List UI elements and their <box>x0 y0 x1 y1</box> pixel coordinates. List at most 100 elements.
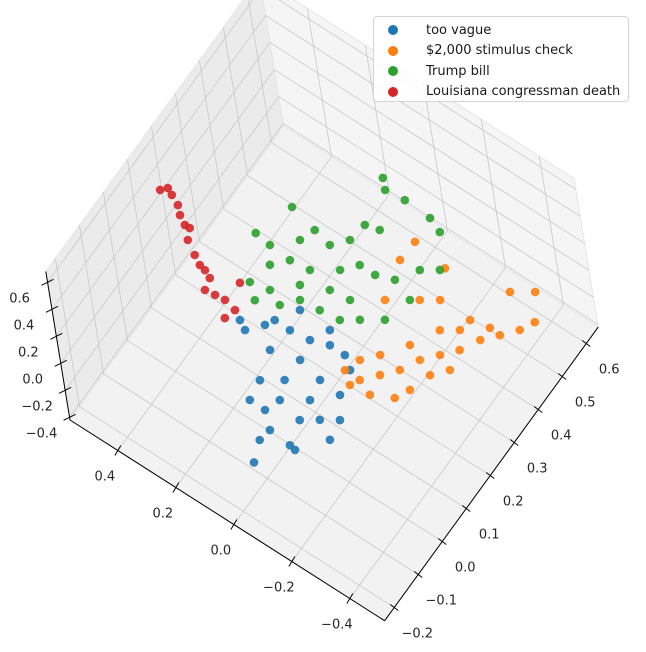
legend-label: Trump bill <box>426 63 490 79</box>
data-point <box>340 365 350 375</box>
data-point <box>325 340 335 350</box>
data-point <box>249 458 259 467</box>
data-point <box>200 265 210 275</box>
legend-label: Louisiana congressman death <box>426 84 621 100</box>
data-point <box>290 445 300 455</box>
y-tick-label: −0.1 <box>425 594 457 609</box>
gridlines <box>47 0 599 608</box>
gridline <box>175 93 200 242</box>
y-axis-line <box>384 326 599 622</box>
data-point <box>445 365 455 375</box>
data-point <box>515 325 524 335</box>
series--2-000-stimulus-check <box>340 237 540 403</box>
data-point <box>355 260 365 270</box>
legend-item: Trump bill <box>384 61 628 82</box>
gridline <box>364 45 390 194</box>
data-point <box>235 315 245 325</box>
series-louisiana-congressman-death <box>155 183 245 323</box>
legend-marker-icon <box>388 86 398 97</box>
data-point <box>375 225 385 235</box>
y-tick-label: 0.0 <box>455 561 476 576</box>
z-tick-mark <box>54 359 67 367</box>
data-point <box>315 415 325 425</box>
gridline <box>79 406 395 608</box>
data-point <box>375 370 385 380</box>
data-point <box>380 185 390 195</box>
x-tick-mark <box>172 482 180 493</box>
gridline <box>480 119 506 268</box>
data-point <box>495 330 505 340</box>
tick-labels: 0.4 0.2 0.0 −0.2 −0.4 −0.2 −0.1 0.0 0.1 0.2 0.3 0.4… <box>9 278 620 642</box>
data-point <box>260 320 270 330</box>
data-point <box>370 270 380 280</box>
data-point <box>250 295 260 305</box>
data-point <box>365 390 375 400</box>
y-tick-mark <box>557 373 567 380</box>
data-point <box>375 350 385 360</box>
data-point <box>245 395 255 405</box>
data-point <box>335 415 345 425</box>
data-point <box>285 325 295 335</box>
z-tick-mark <box>45 305 59 313</box>
gridline <box>265 15 581 217</box>
data-point <box>415 355 425 365</box>
data-point <box>435 265 445 275</box>
data-point <box>240 325 250 335</box>
data-point <box>235 278 245 288</box>
gridline <box>69 123 284 418</box>
gridline <box>151 126 176 275</box>
data-point <box>505 287 515 297</box>
data-point <box>465 315 475 325</box>
x-tick-label: 0.4 <box>95 470 116 485</box>
gridline <box>175 274 491 476</box>
x-axis-line <box>69 419 385 622</box>
y-tick-mark <box>413 571 423 578</box>
gridline <box>271 142 587 344</box>
legend-item: $2,000 stimulus check <box>384 41 628 62</box>
right-pane <box>262 0 599 329</box>
data-point <box>295 415 305 425</box>
data-point <box>175 210 185 220</box>
data-point <box>345 295 355 305</box>
axis-lines <box>45 271 599 622</box>
data-point <box>530 317 539 327</box>
legend-label: too vague <box>426 22 492 38</box>
data-point <box>167 190 177 200</box>
gridline <box>538 156 564 305</box>
gridline <box>278 96 594 298</box>
data-point <box>295 295 305 305</box>
gridline <box>199 241 515 443</box>
data-point <box>395 255 405 265</box>
legend: too vague $2,000 stimulus check Trump bi… <box>373 16 629 102</box>
data-point <box>255 435 264 445</box>
gridline <box>103 192 128 341</box>
data-point <box>255 375 265 385</box>
x-tick-mark <box>114 445 122 456</box>
data-point <box>415 295 425 305</box>
y-tick-mark <box>509 439 519 446</box>
data-point <box>400 195 410 205</box>
z-tick-mark <box>41 278 54 286</box>
data-point <box>475 335 485 345</box>
data-point <box>435 295 445 305</box>
y-tick-label: 0.2 <box>503 495 524 510</box>
data-point <box>390 393 400 403</box>
data-point <box>260 405 270 415</box>
gridline <box>79 225 104 374</box>
gridline <box>47 0 254 283</box>
data-point <box>340 350 350 360</box>
data-point <box>275 300 285 310</box>
data-point <box>220 313 230 323</box>
x-tick-mark <box>230 519 238 530</box>
y-tick-mark <box>437 538 447 545</box>
gridline <box>274 69 590 271</box>
data-point <box>251 228 260 238</box>
data-point <box>345 380 355 390</box>
data-point <box>485 323 495 333</box>
z-tick-label: 0.4 <box>14 318 35 333</box>
data-point <box>173 200 183 210</box>
gridline <box>247 0 272 143</box>
legend-marker-icon <box>388 45 398 56</box>
data-point <box>185 223 194 233</box>
